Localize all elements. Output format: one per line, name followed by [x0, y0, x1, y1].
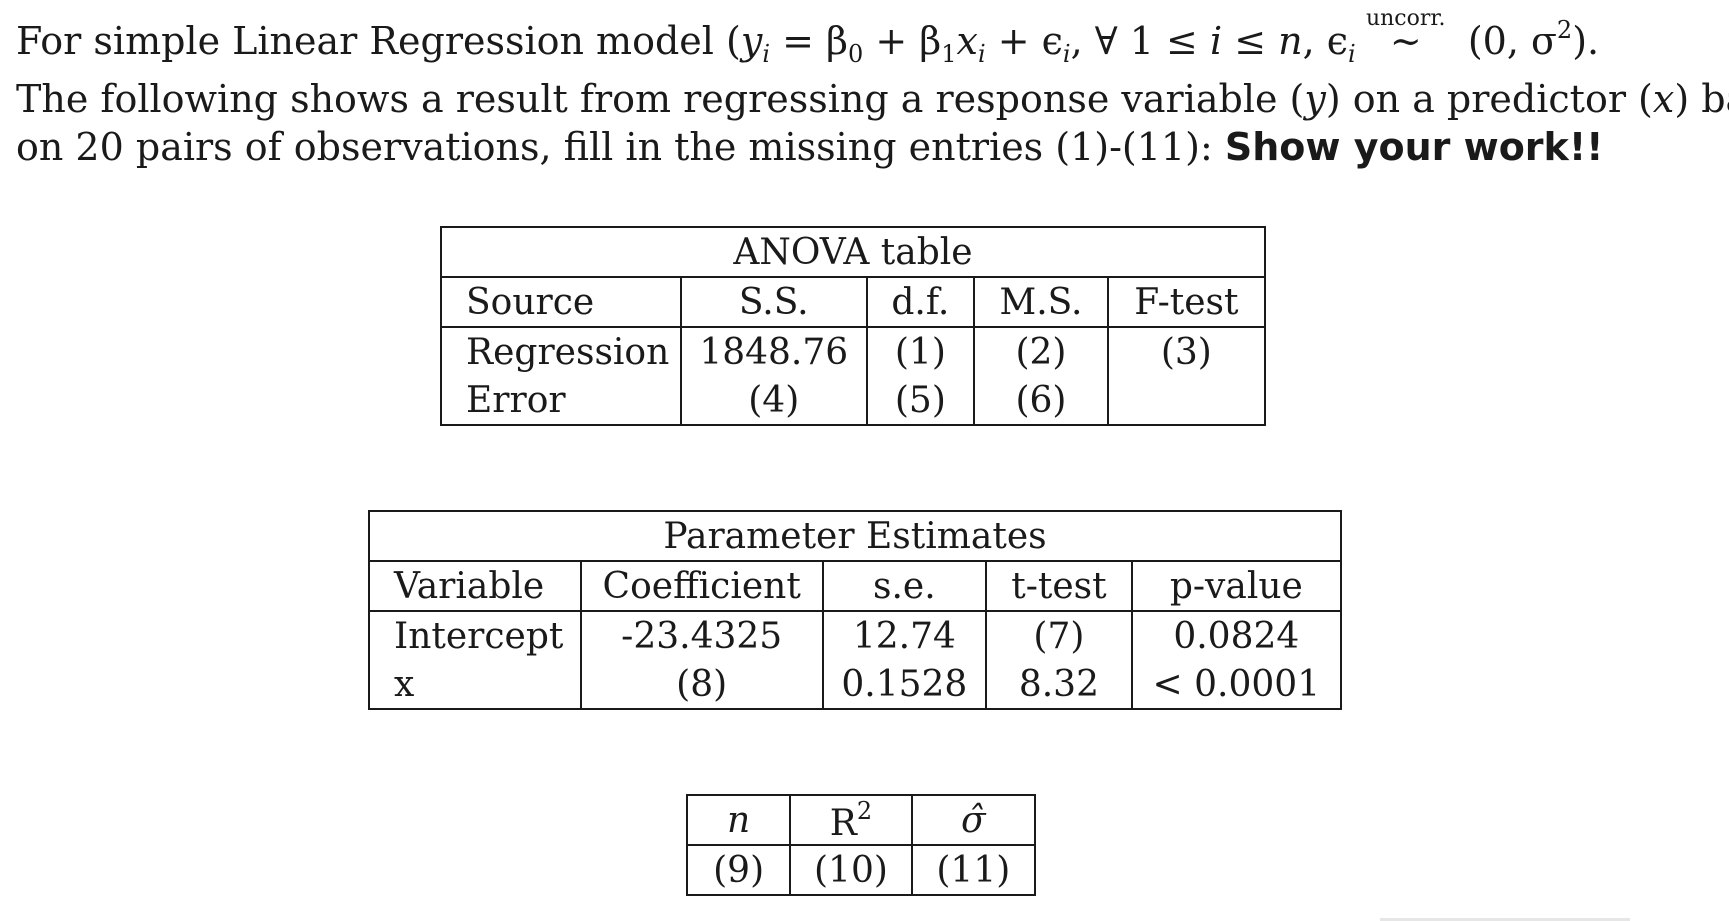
summary-cell: (9)	[685, 844, 792, 896]
math-y: y	[740, 19, 763, 63]
anova-cell: (5)	[866, 376, 976, 426]
summary-cell: (11)	[910, 844, 1037, 896]
intro-text: For simple Linear Regression model (	[16, 19, 741, 63]
anova-header-f: F-test	[1107, 276, 1267, 328]
table-row: Regression 1848.76 (1) (2) (3)	[440, 327, 1267, 376]
summary-r-sup: 2	[856, 796, 873, 825]
math-sub: 0	[847, 40, 864, 68]
params-cell: < 0.0001	[1131, 660, 1343, 710]
uncorr-label: uncorr.	[1365, 6, 1446, 31]
table-row: x (8) 0.1528 8.32 < 0.0001	[368, 660, 1343, 710]
summary-sigma-label: σ̂	[961, 799, 986, 841]
bottom-divider	[1380, 918, 1630, 921]
math-x: x	[956, 19, 978, 63]
math-eq: = β	[770, 19, 848, 63]
params-header-variable: Variable	[368, 560, 582, 612]
anova-header-df: d.f.	[866, 276, 976, 328]
anova-cell: Error	[440, 376, 682, 426]
anova-header-row: Source S.S. d.f. M.S. F-test	[440, 276, 1267, 328]
math-sub: 1	[941, 40, 957, 68]
anova-cell	[1107, 376, 1267, 426]
summary-r-label: R	[829, 802, 857, 844]
show-work-instruction: Show your work!!	[1224, 125, 1604, 169]
anova-cell: 1848.76	[680, 327, 868, 376]
params-cell: 12.74	[822, 611, 988, 660]
math-epsilon: , ϵ	[1302, 19, 1349, 63]
math-sup: 2	[1556, 16, 1573, 44]
params-header-se: s.e.	[822, 560, 988, 612]
summary-header-n: n	[685, 794, 792, 846]
anova-cell: (6)	[974, 376, 1109, 426]
math-sub: i	[762, 40, 770, 68]
anova-cell: Regression	[440, 327, 682, 376]
summary-cell: (10)	[789, 844, 913, 896]
anova-caption: ANOVA table	[440, 226, 1266, 278]
tilde-symbol: ∼	[1389, 19, 1422, 63]
anova-header-ss: S.S.	[680, 276, 868, 328]
math-plus: + ϵ	[985, 19, 1063, 63]
params-header-coefficient: Coefficient	[580, 560, 824, 612]
math-x: x	[1652, 77, 1675, 121]
problem-statement-line-1: For simple Linear Regression model (yi =…	[16, 8, 1600, 68]
params-cell: x	[368, 660, 582, 710]
math-plus: + β	[863, 19, 942, 63]
math-forall: , ∀ 1 ≤	[1070, 19, 1210, 63]
params-cell: 8.32	[986, 660, 1133, 710]
anova-header-ms: M.S.	[974, 276, 1109, 328]
anova-cell: (3)	[1107, 327, 1267, 376]
anova-table: ANOVA table Source S.S. d.f. M.S. F-test…	[440, 226, 1267, 426]
math-sub: i	[1062, 40, 1071, 68]
math-i: i	[1209, 19, 1223, 63]
table-row: Intercept -23.4325 12.74 (7) 0.0824	[368, 611, 1343, 660]
math-y: y	[1304, 77, 1326, 121]
params-header-row: Variable Coefficient s.e. t-test p-value	[368, 560, 1343, 612]
uncorrelated-tilde: uncorr. ∼	[1356, 8, 1456, 63]
table-row: (9) (10) (11)	[685, 844, 1037, 896]
intro-text: The following shows a result from regres…	[16, 77, 1305, 121]
summary-header-row: n R2 σ̂	[685, 794, 1037, 846]
math-dist: (0, σ	[1455, 19, 1557, 63]
params-cell: 0.0824	[1131, 611, 1343, 660]
params-header-t: t-test	[986, 560, 1133, 612]
summary-n-label: n	[727, 799, 751, 841]
params-cell: 0.1528	[822, 660, 988, 710]
intro-text: ) based	[1674, 77, 1729, 121]
math-le: ≤	[1222, 19, 1279, 63]
anova-cell: (4)	[680, 376, 868, 426]
params-caption: Parameter Estimates	[368, 510, 1342, 562]
params-cell: (7)	[986, 611, 1133, 660]
problem-statement-line-3: on 20 pairs of observations, fill in the…	[16, 128, 1603, 166]
summary-header-r2: R2	[789, 794, 913, 846]
anova-cell: (2)	[974, 327, 1109, 376]
math-sub: i	[1348, 40, 1356, 68]
table-row: Error (4) (5) (6)	[440, 376, 1267, 426]
params-cell: (8)	[580, 660, 824, 710]
anova-cell: (1)	[866, 327, 976, 376]
intro-text: on 20 pairs of observations, fill in the…	[16, 125, 1225, 169]
params-cell: Intercept	[368, 611, 582, 660]
problem-statement-line-2: The following shows a result from regres…	[16, 80, 1729, 118]
summary-table: n R2 σ̂ (9) (10) (11)	[685, 794, 1037, 896]
math-n: n	[1278, 19, 1303, 63]
params-cell: -23.4325	[580, 611, 824, 660]
params-header-p: p-value	[1131, 560, 1343, 612]
math-close: ).	[1572, 19, 1600, 63]
anova-header-source: Source	[440, 276, 682, 328]
math-sub: i	[977, 40, 986, 68]
summary-header-sigma: σ̂	[910, 794, 1037, 846]
parameter-estimates-table: Parameter Estimates Variable Coefficient…	[368, 510, 1343, 710]
intro-text: ) on a predictor (	[1325, 77, 1653, 121]
